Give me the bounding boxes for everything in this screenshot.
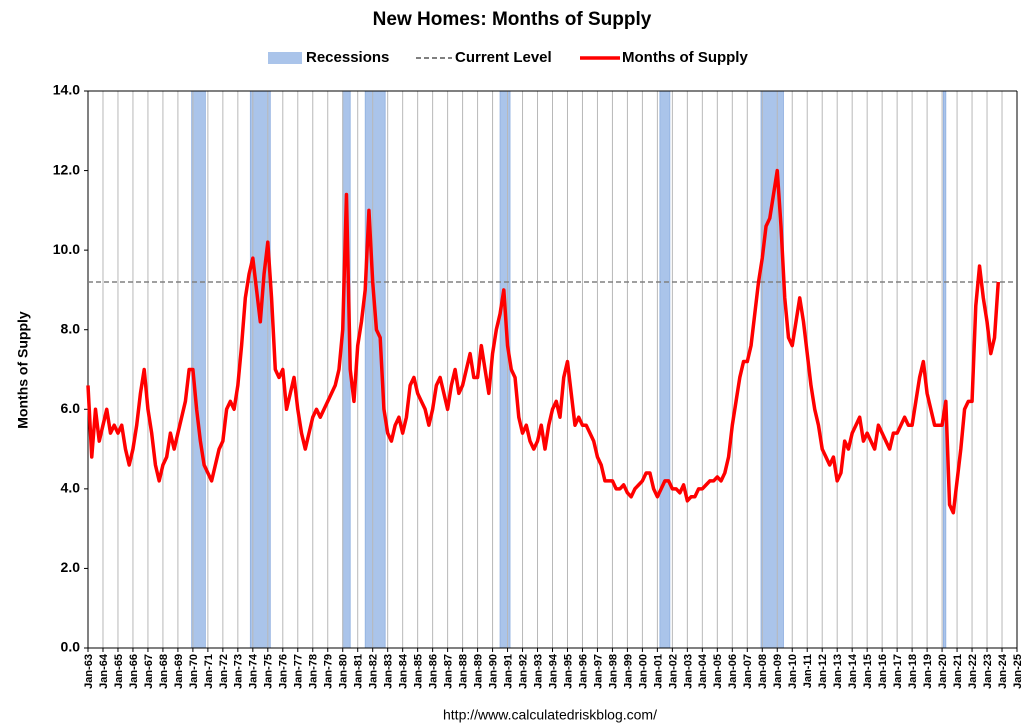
x-tick-label: Jan-84 — [398, 653, 410, 689]
x-tick-label: Jan-08 — [757, 654, 769, 689]
y-tick-label: 8.0 — [61, 320, 81, 336]
x-tick-label: Jan-22 — [967, 654, 979, 689]
legend: Recessions Current Level Months of Suppl… — [268, 49, 748, 66]
y-axis-label: Months of Supply — [15, 311, 31, 429]
series-line — [86, 168, 1001, 515]
x-tick-label: Jan-69 — [173, 654, 185, 689]
x-tick-label: Jan-00 — [637, 654, 649, 689]
x-tick-label: Jan-15 — [862, 654, 874, 689]
x-tick-label: Jan-16 — [877, 654, 889, 689]
x-tick-label: Jan-79 — [323, 654, 335, 689]
x-tick-label: Jan-98 — [607, 654, 619, 689]
x-tick-label: Jan-09 — [772, 654, 784, 689]
x-tick-label: Jan-17 — [892, 654, 904, 689]
footer: http://www.calculatedriskblog.com/ — [443, 707, 657, 723]
x-tick-label: Jan-19 — [922, 654, 934, 689]
recession-band — [942, 90, 947, 649]
x-tick-label: Jan-65 — [113, 654, 125, 689]
x-tick-label: Jan-13 — [832, 654, 844, 689]
x-tick-label: Jan-86 — [428, 654, 440, 689]
x-tick-label: Jan-64 — [98, 653, 110, 689]
x-tick-label: Jan-63 — [83, 654, 95, 689]
x-tick-label: Jan-82 — [368, 654, 380, 689]
x-tick-label: Jan-21 — [952, 654, 964, 689]
x-tick-label: Jan-01 — [652, 654, 664, 689]
x-tick-label: Jan-02 — [667, 654, 679, 689]
x-tick-label: Jan-70 — [188, 654, 200, 689]
x-tick-label: Jan-80 — [338, 654, 350, 689]
x-tick-label: Jan-72 — [218, 654, 230, 689]
chart-title: New Homes: Months of Supply — [373, 9, 652, 30]
legend-label: Months of Supply — [622, 49, 748, 66]
y-tick-label: 4.0 — [61, 480, 81, 496]
x-tick-label: Jan-23 — [982, 654, 994, 689]
x-tick-label: Jan-81 — [353, 654, 365, 689]
x-tick-label: Jan-90 — [487, 654, 499, 689]
legend-label: Recessions — [306, 49, 389, 66]
x-tick-label: Jan-85 — [413, 654, 425, 689]
x-tick-label: Jan-76 — [278, 654, 290, 689]
x-tick-label: Jan-77 — [293, 654, 305, 689]
recession-band — [659, 90, 671, 649]
x-tick-label: Jan-71 — [203, 654, 215, 689]
x-tick-label: Jan-68 — [158, 654, 170, 689]
y-tick-label: 0.0 — [61, 639, 81, 655]
x-tick-label: Jan-87 — [443, 654, 455, 689]
x-tick-label: Jan-89 — [472, 654, 484, 689]
x-tick-label: Jan-20 — [937, 654, 949, 689]
y-tick-label: 14.0 — [53, 82, 80, 98]
x-tick-label: Jan-92 — [517, 654, 529, 689]
x-tick-label: Jan-74 — [248, 653, 260, 689]
x-tick-label: Jan-14 — [847, 653, 859, 689]
x-tick-label: Jan-66 — [128, 654, 140, 689]
y-tick-label: 6.0 — [61, 400, 81, 416]
x-tick-label: Jan-18 — [907, 654, 919, 689]
legend-swatch — [268, 52, 302, 64]
x-tick-label: Jan-06 — [727, 654, 739, 689]
x-tick-label: Jan-78 — [308, 654, 320, 689]
x-tick-label: Jan-97 — [592, 654, 604, 689]
x-tick-label: Jan-91 — [502, 654, 514, 689]
legend-label: Current Level — [455, 49, 552, 66]
x-tick-label: Jan-73 — [233, 654, 245, 689]
recession-band — [499, 90, 511, 649]
x-tick-label: Jan-10 — [787, 654, 799, 689]
x-tick-label: Jan-11 — [802, 654, 814, 688]
x-tick-label: Jan-83 — [383, 654, 395, 689]
x-tick-label: Jan-03 — [682, 654, 694, 689]
y-tick-label: 10.0 — [53, 241, 80, 257]
x-tick-label: Jan-04 — [697, 653, 709, 689]
x-tick-label: Jan-75 — [263, 654, 275, 689]
x-tick-label: Jan-93 — [532, 654, 544, 689]
x-tick-label: Jan-25 — [1012, 654, 1024, 689]
x-tick-label: Jan-96 — [577, 654, 589, 689]
recession-band — [760, 90, 784, 649]
x-tick-label: Jan-88 — [458, 654, 470, 689]
x-tick-label: Jan-95 — [562, 654, 574, 689]
x-tick-label: Jan-99 — [622, 654, 634, 689]
x-tick-label: Jan-07 — [742, 654, 754, 689]
y-tick-label: 12.0 — [53, 161, 80, 177]
x-tick-label: Jan-24 — [997, 653, 1009, 689]
x-tick-label: Jan-12 — [817, 654, 829, 689]
y-tick-label: 2.0 — [61, 559, 81, 575]
x-tick-label: Jan-94 — [547, 653, 559, 689]
x-tick-label: Jan-05 — [712, 654, 724, 689]
x-tick-label: Jan-67 — [143, 654, 155, 689]
